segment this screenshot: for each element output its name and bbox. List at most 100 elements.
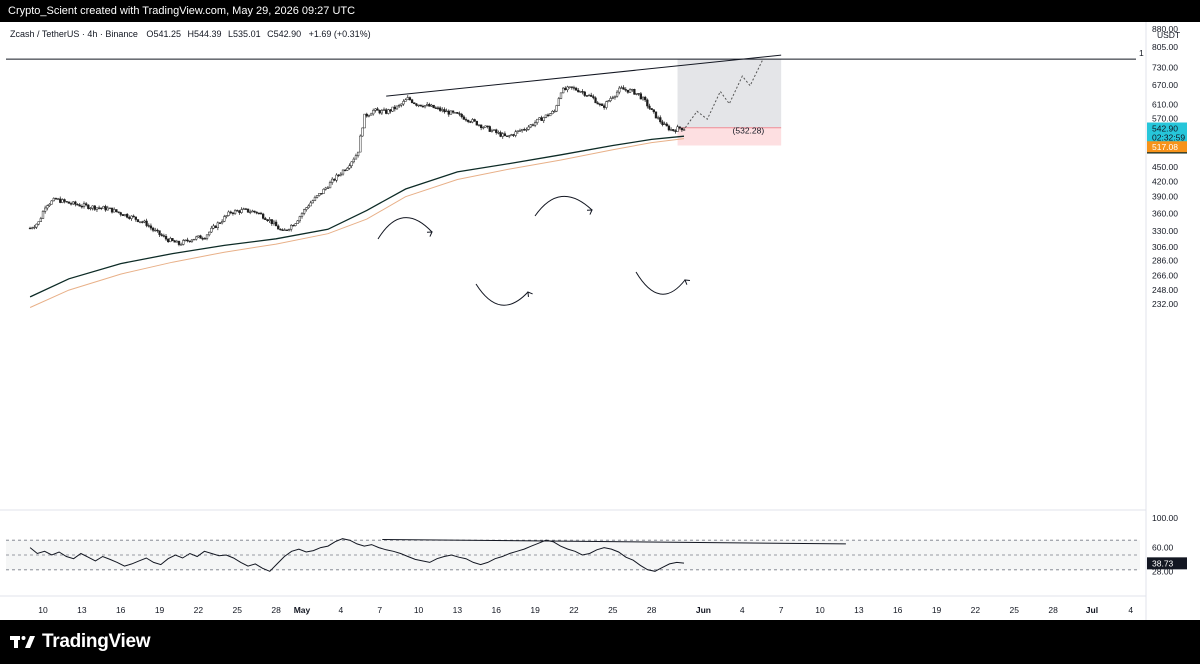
candle-body[interactable] [147,225,150,227]
candle-body[interactable] [89,207,92,210]
candle-body[interactable] [210,227,213,233]
candle-body[interactable] [72,201,75,205]
candle-body[interactable] [33,226,36,229]
candle-body[interactable] [445,110,448,113]
candle-body[interactable] [574,87,578,91]
candle-body[interactable] [473,119,476,122]
candle-body[interactable] [372,110,375,115]
candle-body[interactable] [361,127,364,137]
candle-body[interactable] [130,215,133,219]
candle-body[interactable] [631,89,634,91]
candle-body[interactable] [521,129,524,131]
candle-body[interactable] [408,97,412,101]
candle-body[interactable] [132,215,135,218]
candle-body[interactable] [113,209,116,213]
candle-body[interactable] [594,97,597,104]
candle-body[interactable] [467,119,470,122]
candle-body[interactable] [590,94,593,97]
candle-body[interactable] [328,182,332,189]
candle-body[interactable] [126,213,129,218]
candle-body[interactable] [512,134,515,136]
candle-body[interactable] [315,195,319,198]
candle-body[interactable] [562,87,565,94]
candle-body[interactable] [559,92,563,99]
candle-body[interactable] [324,187,327,190]
candle-body[interactable] [192,238,196,241]
candle-body[interactable] [581,91,584,93]
candle-body[interactable] [251,210,254,213]
long-position-tool[interactable]: (532.28) [677,59,782,146]
candle-body[interactable] [136,219,140,223]
candle-body[interactable] [624,89,627,91]
candle-body[interactable] [486,125,489,127]
candle-body[interactable] [378,110,381,114]
candle-body[interactable] [497,132,500,134]
candle-body[interactable] [249,211,252,214]
candle-body[interactable] [285,229,289,231]
candle-body[interactable] [393,106,396,110]
candle-body[interactable] [544,114,548,118]
candle-body[interactable] [635,93,638,95]
candle-body[interactable] [374,108,377,111]
candle-body[interactable] [587,94,591,97]
candle-body[interactable] [158,230,161,235]
drawings[interactable] [377,54,782,306]
candle-body[interactable] [143,220,146,223]
candle-body[interactable] [676,126,679,132]
candle-body[interactable] [441,109,444,111]
candle-body[interactable] [667,125,671,131]
candle-body[interactable] [320,193,323,195]
candle-body[interactable] [78,204,81,207]
candle-body[interactable] [231,212,235,214]
candle-body[interactable] [164,235,168,240]
candle-body[interactable] [663,123,666,125]
candle-body[interactable] [469,121,472,123]
candle-body[interactable] [287,228,291,231]
candle-body[interactable] [365,113,368,117]
candle-body[interactable] [382,109,386,111]
candle-body[interactable] [596,102,599,105]
candle-body[interactable] [195,236,198,240]
candle-body[interactable] [309,202,312,207]
candle-body[interactable] [264,218,267,221]
candle-body[interactable] [300,213,304,217]
candle-body[interactable] [54,198,58,200]
candle-body[interactable] [354,155,358,160]
candle-body[interactable] [28,227,32,230]
candle-body[interactable] [669,129,673,131]
candle-body[interactable] [63,199,66,202]
candle-body[interactable] [367,114,371,117]
candle-body[interactable] [292,225,295,227]
candle-body[interactable] [255,211,258,214]
candle-body[interactable] [678,126,681,129]
candle-body[interactable] [277,225,280,230]
candle-body[interactable] [74,201,77,205]
candle-body[interactable] [214,225,217,228]
tradingview-logo[interactable]: TradingView [10,631,151,652]
candle-body[interactable] [456,112,459,114]
candle-body[interactable] [95,207,99,210]
candle-body[interactable] [296,220,299,224]
candle-body[interactable] [609,98,612,101]
candle-body[interactable] [303,209,306,214]
candle-body[interactable] [117,211,120,213]
swing-arc-arrow[interactable] [377,217,433,240]
candle-body[interactable] [568,86,571,88]
candle-body[interactable] [551,111,554,114]
candle-body[interactable] [479,124,483,129]
candle-body[interactable] [350,161,353,166]
candle-body[interactable] [281,229,284,231]
candle-body[interactable] [326,187,330,189]
candle-body[interactable] [145,220,148,226]
swing-arc-arrow[interactable] [475,283,529,306]
candle-body[interactable] [156,229,159,232]
candle-body[interactable] [410,99,414,103]
candle-body[interactable] [97,207,101,209]
candle-body[interactable] [430,104,433,107]
candle-body[interactable] [348,165,351,169]
candle-body[interactable] [413,102,416,105]
candle-body[interactable] [186,239,189,242]
candle-body[interactable] [283,229,286,231]
candle-body[interactable] [475,120,478,126]
